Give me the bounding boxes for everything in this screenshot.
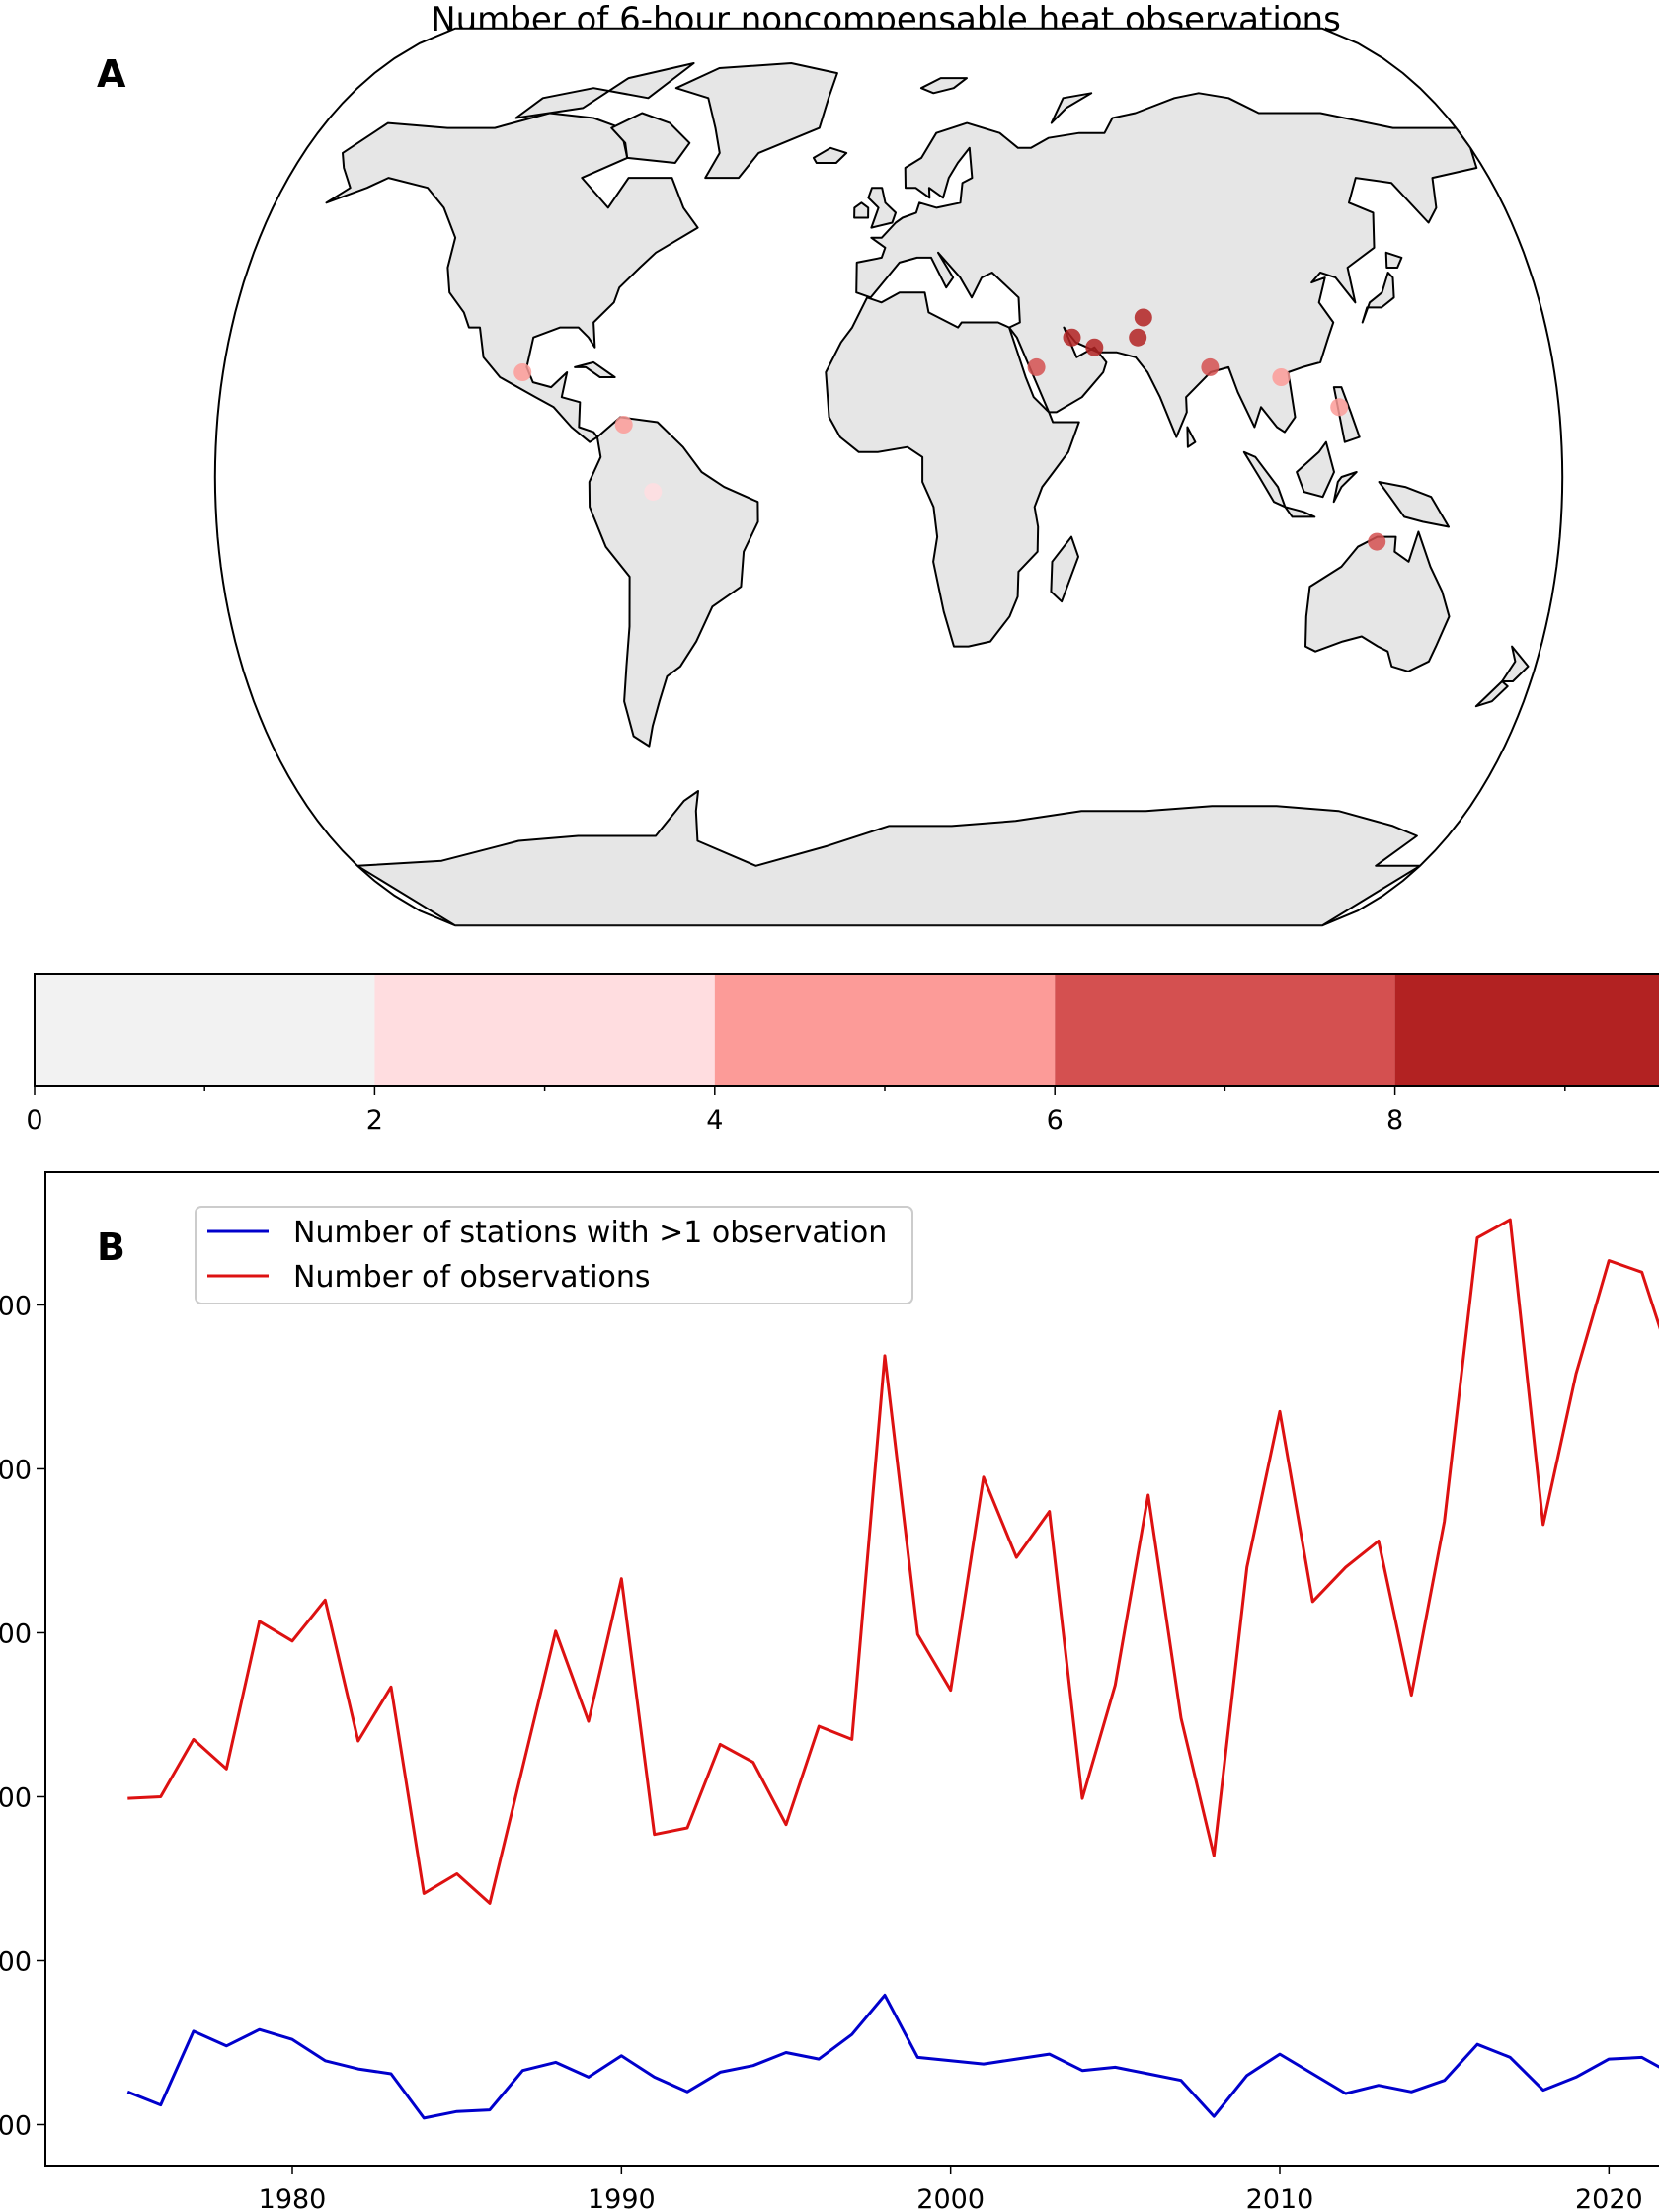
colorbar-tick-label: 4 <box>706 1105 723 1136</box>
landmass-borneo <box>1296 440 1335 499</box>
series-line-observations <box>127 1218 1659 1905</box>
landmass-new-zealand <box>1501 645 1530 682</box>
landmass-new-guinea <box>1378 481 1450 528</box>
colorbar-tick-label: 8 <box>1386 1105 1403 1136</box>
y-tick-label: 00 <box>0 1946 32 1977</box>
x-tick-label: 2010 <box>1246 2184 1314 2212</box>
colorbar-bin-2 <box>714 974 1056 1086</box>
world-map <box>213 27 1564 927</box>
landmass-baffin <box>610 112 691 164</box>
colorbar-tick-label: 2 <box>366 1105 383 1136</box>
colorbar-tick-label: 0 <box>26 1105 42 1136</box>
legend-box <box>195 1206 913 1304</box>
landmass-novaya-zemlya <box>1050 92 1093 124</box>
x-tick-label: 2000 <box>916 2184 985 2212</box>
landmass-cuba <box>574 360 616 378</box>
landmass-uk <box>867 187 897 229</box>
legend-label-observations: Number of observations <box>293 1260 651 1295</box>
line-plot-frame <box>44 1171 1659 2167</box>
hotspot-point-9 <box>1272 368 1291 386</box>
landmass-greenland <box>674 62 838 180</box>
hotspot-point-1 <box>614 416 633 434</box>
landmass-europe-asia <box>855 92 1478 438</box>
landmass-sulawesi <box>1332 471 1358 504</box>
landmass-ireland <box>853 201 870 219</box>
landmass-japan <box>1361 272 1395 324</box>
plot-axes: 1980 1990 2000 2010 2020 00 00 00 00 00 00 <box>0 1291 1643 2212</box>
landmass-svalbard <box>919 77 968 95</box>
landmass-north-america <box>325 112 699 443</box>
colorbar-bin-0 <box>35 974 375 1086</box>
hotspot-point-4 <box>1063 328 1081 347</box>
panel-label-a: A <box>97 52 126 96</box>
colorbar-bin-4 <box>1394 974 1659 1086</box>
y-tick-label: 00 <box>0 1619 32 1649</box>
x-tick-label: 1980 <box>259 2184 327 2212</box>
landmass-iceland <box>812 146 848 164</box>
series-line-stations <box>126 1993 1659 2120</box>
landmass-layer <box>325 62 1530 926</box>
hotspot-point-7 <box>1134 308 1152 327</box>
legend-label-stations: Number of stations with >1 observation <box>293 1216 887 1250</box>
colorbar-bin-1 <box>374 974 715 1086</box>
landmass-nz-south <box>1474 680 1509 708</box>
hotspot-point-10 <box>1330 398 1349 417</box>
hotspot-point-8 <box>1201 357 1220 376</box>
x-tick-label: 2020 <box>1575 2184 1643 2212</box>
hotspot-point-11 <box>1368 532 1386 551</box>
landmass-arctic-islands <box>514 62 695 119</box>
landmass-south-america <box>588 416 759 748</box>
landmass-java <box>1284 506 1316 518</box>
hotspot-point-0 <box>514 363 532 381</box>
heat-hotspot-layer <box>514 308 1386 551</box>
landmass-africa <box>825 291 1080 648</box>
landmass-australia <box>1304 530 1451 672</box>
panel-label-b: B <box>97 1225 125 1269</box>
landmass-hokkaido <box>1384 251 1403 269</box>
colorbar-tick-label: 6 <box>1047 1105 1064 1136</box>
legend: Number of stations with >1 observation N… <box>195 1206 913 1304</box>
y-tick-label: 00 <box>0 1455 32 1485</box>
x-tick-label: 1990 <box>588 2184 656 2212</box>
y-tick-label: 00 <box>0 1291 32 1321</box>
hotspot-point-3 <box>1027 357 1046 376</box>
y-tick-label: 00 <box>0 2110 32 2141</box>
colorbar-frame <box>34 973 1659 1087</box>
colorbar-bin-3 <box>1055 974 1395 1086</box>
colorbar: 0 2 4 6 8 <box>26 973 1659 1136</box>
hotspot-point-5 <box>1085 338 1104 356</box>
hotspot-point-6 <box>1129 328 1147 347</box>
landmass-sri-lanka <box>1186 426 1197 448</box>
landmass-antarctica <box>356 790 1421 926</box>
hotspot-point-2 <box>644 483 663 502</box>
y-tick-label: 00 <box>0 1782 32 1813</box>
landmass-madagascar <box>1050 535 1079 603</box>
plot-lines <box>126 1218 1659 2120</box>
